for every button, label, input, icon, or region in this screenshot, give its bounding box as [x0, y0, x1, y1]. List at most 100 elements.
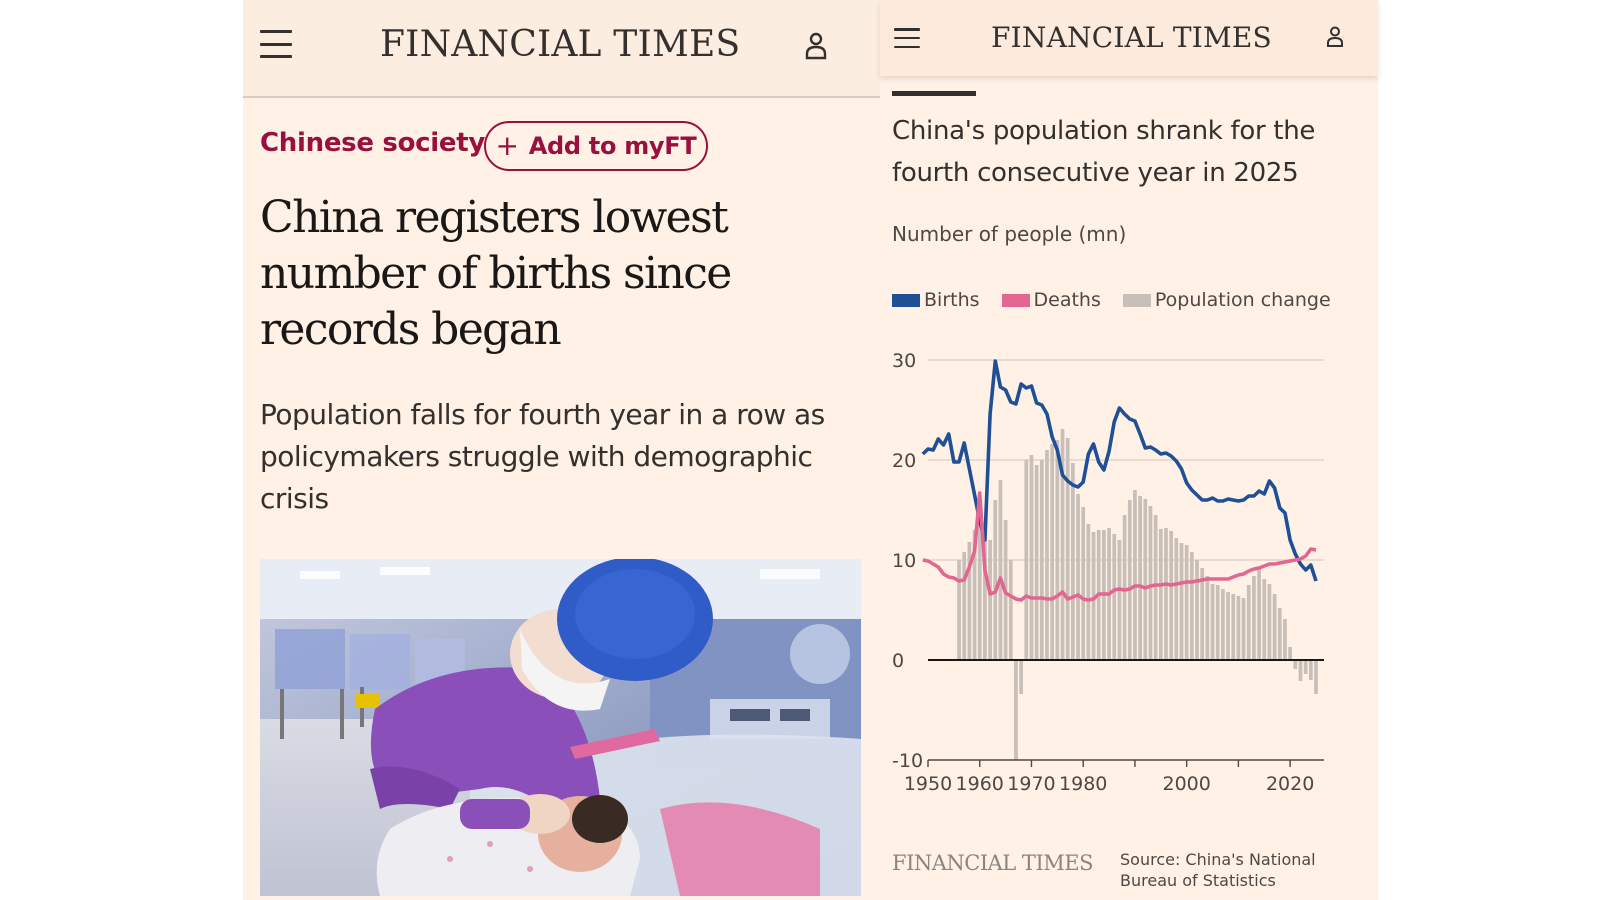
bar-population-change — [1086, 524, 1091, 660]
x-tick-label: 1960 — [956, 773, 1004, 795]
line-births — [921, 359, 1318, 582]
masthead[interactable]: FINANCIAL TIMES — [991, 21, 1272, 54]
bar-population-change — [1288, 647, 1292, 660]
legend-swatch-deaths — [1001, 293, 1030, 307]
menu-icon[interactable] — [894, 28, 920, 48]
bar-population-change — [998, 480, 1003, 660]
chart-top-rule — [892, 91, 976, 96]
line-deaths — [922, 491, 1317, 602]
bar-population-change — [1127, 500, 1132, 660]
bar-population-change — [1133, 490, 1137, 660]
bar-population-change — [1055, 440, 1060, 660]
chart-source: Source: China's National Bureau of Stati… — [1120, 850, 1316, 890]
y-tick-label: 30 — [892, 350, 916, 372]
bar-population-change — [1221, 589, 1225, 660]
bar-population-change — [1293, 660, 1298, 669]
bar-population-change — [1210, 584, 1215, 660]
bar-population-change — [1215, 585, 1220, 660]
bar-population-change — [1226, 592, 1230, 660]
menu-icon[interactable] — [260, 30, 292, 58]
headline: China registers lowest number of births … — [260, 192, 732, 355]
user-icon[interactable] — [804, 32, 828, 60]
bar-population-change — [1314, 660, 1318, 694]
bar-population-change — [1184, 545, 1189, 660]
legend-swatch-population-change — [1122, 293, 1151, 307]
bar-population-change — [1262, 579, 1267, 660]
bar-population-change — [983, 530, 987, 660]
bar-population-change — [1200, 568, 1205, 660]
bar-population-change — [962, 552, 967, 660]
bar-population-change — [977, 514, 982, 660]
chart-title: China's population shrank for the fourth… — [892, 116, 1316, 188]
footer-logo: FINANCIAL TIMES — [892, 851, 1093, 875]
legend-item-births: Births — [892, 289, 980, 311]
bar-population-change — [1179, 543, 1184, 660]
bar-population-change — [1174, 538, 1179, 660]
legend-item-deaths: Deaths — [1001, 289, 1101, 311]
x-tick-label: 1970 — [1007, 773, 1055, 795]
bar-population-change — [1091, 532, 1096, 660]
bar-population-change — [1246, 585, 1251, 660]
add-to-myft-button[interactable]: + Add to myFT — [484, 121, 708, 171]
bar-population-change — [1065, 438, 1070, 660]
bar-population-change — [1257, 569, 1261, 660]
bar-population-change — [1241, 598, 1246, 660]
bar-population-change — [993, 500, 998, 660]
bar-population-change — [1148, 506, 1153, 660]
bar-population-change — [1267, 584, 1272, 660]
x-tick-label: 2020 — [1266, 773, 1314, 795]
bar-population-change — [1060, 429, 1065, 660]
bar-population-change — [1019, 660, 1023, 694]
x-tick-label: 1950 — [904, 773, 952, 795]
legend-label-births: Births — [924, 289, 980, 311]
standfirst: Population falls for fourth year in a ro… — [260, 398, 825, 515]
bar-population-change — [1308, 660, 1313, 680]
bar-population-change — [1034, 465, 1039, 660]
chart-panel: FINANCIAL TIMES China's population shran… — [880, 0, 1378, 900]
plus-icon: + — [495, 129, 519, 162]
bar-population-change — [1169, 531, 1174, 660]
bar-population-change — [1029, 455, 1034, 660]
bar-population-change — [1158, 529, 1163, 660]
article-photo — [260, 559, 861, 896]
bar-population-change — [1076, 494, 1080, 660]
article-header: FINANCIAL TIMES — [243, 0, 880, 98]
bar-population-change — [967, 542, 972, 660]
chart-header: FINANCIAL TIMES — [880, 0, 1378, 76]
y-tick-label: 10 — [892, 550, 916, 572]
bar-population-change — [1070, 463, 1075, 660]
bar-population-change — [1231, 594, 1236, 660]
topic-link[interactable]: Chinese society — [260, 128, 485, 158]
legend-label-population-change: Population change — [1154, 289, 1331, 311]
bar-population-change — [957, 560, 961, 660]
chart-legend: Births Deaths Population change — [892, 289, 1353, 311]
bar-population-change — [1277, 608, 1282, 660]
legend-swatch-births — [892, 293, 920, 307]
bar-population-change — [1014, 660, 1018, 760]
masthead[interactable]: FINANCIAL TIMES — [380, 24, 741, 65]
bar-population-change — [1195, 560, 1199, 660]
bar-population-change — [1112, 534, 1117, 660]
add-to-myft-label: Add to myFT — [528, 132, 697, 160]
bar-population-change — [1272, 594, 1277, 660]
bar-population-change — [1283, 619, 1287, 660]
bar-population-change — [1008, 560, 1013, 660]
bar-population-change — [1153, 515, 1158, 660]
user-icon[interactable] — [1326, 26, 1344, 48]
bar-population-change — [1024, 460, 1029, 660]
x-tick-label: 1980 — [1059, 773, 1107, 795]
bar-population-change — [972, 530, 977, 660]
bar-population-change — [1164, 528, 1168, 660]
y-tick-label: -10 — [892, 750, 923, 772]
bar-population-change — [1039, 460, 1044, 660]
bar-population-change — [1081, 507, 1086, 660]
bar-population-change — [1252, 576, 1256, 660]
bar-population-change — [1138, 496, 1142, 660]
bar-population-change — [1189, 552, 1194, 660]
bar-population-change — [1050, 444, 1055, 660]
chart-subtitle: Number of people (mn) — [892, 222, 1127, 246]
bar-population-change — [1045, 450, 1049, 660]
article-panel: FINANCIAL TIMES Chinese society + Add to… — [243, 0, 880, 900]
bar-population-change — [1117, 540, 1122, 660]
